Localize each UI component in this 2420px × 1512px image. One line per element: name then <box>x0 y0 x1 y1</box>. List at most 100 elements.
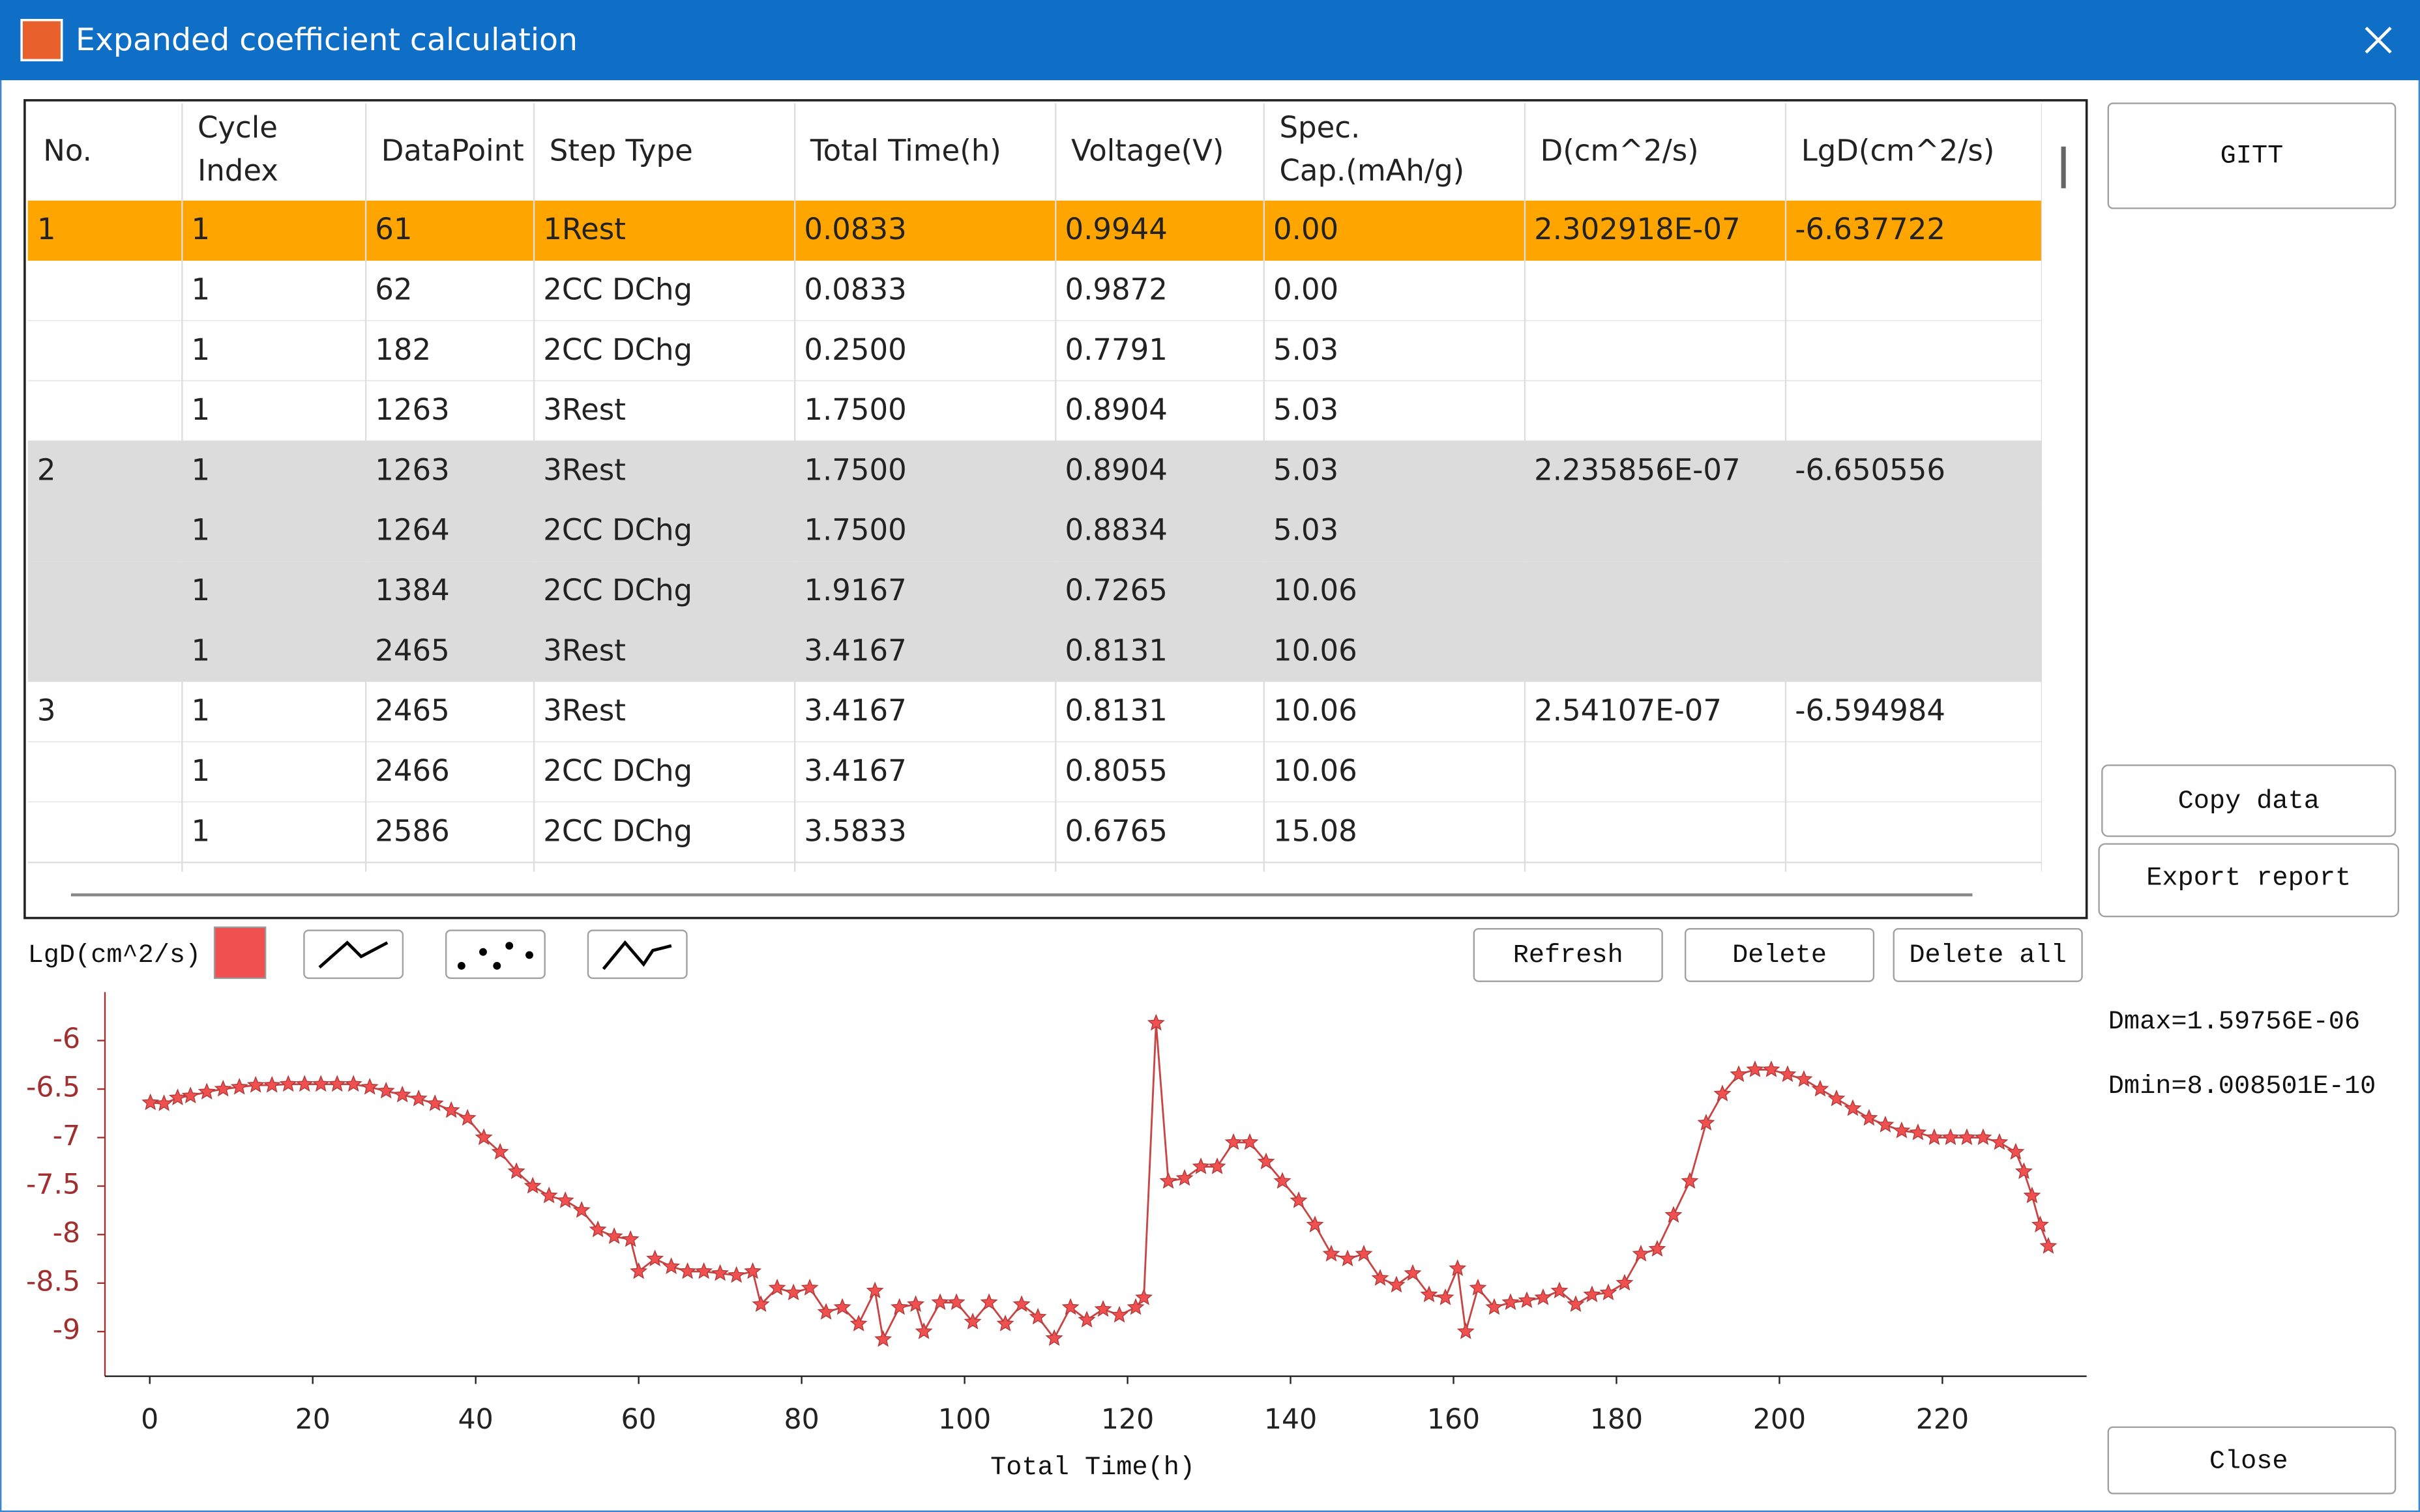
table-row[interactable] <box>27 441 2042 502</box>
data-point <box>246 1075 265 1093</box>
title-bar <box>0 0 2420 81</box>
table-row[interactable] <box>27 261 2042 321</box>
x-tick-label: 100 <box>938 1403 991 1436</box>
table-row[interactable] <box>27 561 2042 622</box>
data-point <box>377 1081 395 1099</box>
table-cell: 2CC DChg <box>543 513 692 547</box>
table-row[interactable] <box>27 381 2042 442</box>
table-row[interactable] <box>27 742 2042 803</box>
x-tick-label: 160 <box>1427 1403 1480 1436</box>
table-cell: 3Rest <box>543 392 626 427</box>
close-button[interactable] <box>2107 1426 2397 1494</box>
data-point <box>833 1298 851 1315</box>
table-cell: 0.8055 <box>1065 753 1167 788</box>
line-icon <box>318 940 389 969</box>
data-point <box>1518 1291 1536 1309</box>
data-point <box>1147 1013 1165 1031</box>
table-cell: 1 <box>192 693 211 728</box>
data-point <box>181 1086 199 1103</box>
data-point <box>1061 1298 1080 1315</box>
data-point <box>524 1176 542 1194</box>
table-cell: 2586 <box>375 813 449 848</box>
data-point <box>1306 1215 1324 1232</box>
column-header: No. <box>43 133 92 167</box>
point-mode-button[interactable] <box>445 929 546 980</box>
data-point <box>393 1085 411 1103</box>
data-point <box>1273 1172 1291 1189</box>
data-point <box>744 1262 762 1279</box>
table-cell: 0.0833 <box>804 272 906 306</box>
color-swatch[interactable] <box>213 926 267 980</box>
gitt-button[interactable] <box>2107 102 2397 209</box>
data-point <box>2014 1162 2033 1180</box>
data-point <box>866 1281 884 1299</box>
delete-button[interactable] <box>1684 927 1875 982</box>
data-point <box>1045 1329 1063 1346</box>
table-cell: 3.4167 <box>804 753 906 788</box>
x-tick-label: 60 <box>621 1403 657 1436</box>
data-point <box>1029 1307 1047 1325</box>
line-mode-button[interactable] <box>303 929 404 980</box>
data-point <box>1485 1298 1503 1315</box>
data-point <box>1925 1128 1943 1145</box>
data-point <box>1456 1322 1475 1339</box>
table-cell: 0.9872 <box>1065 272 1167 306</box>
data-point <box>1012 1295 1031 1313</box>
data-point <box>1257 1152 1275 1170</box>
data-point <box>1469 1279 1487 1296</box>
y-tick-label: -6.5 <box>26 1071 80 1104</box>
table-row[interactable] <box>27 321 2042 381</box>
data-point <box>328 1075 346 1092</box>
point-icon <box>457 942 533 970</box>
data-point <box>1501 1293 1520 1311</box>
data-point <box>849 1315 868 1331</box>
data-point <box>996 1315 1014 1331</box>
table-cell: 1 <box>192 392 211 427</box>
table-row[interactable] <box>27 200 2042 261</box>
data-point <box>2031 1215 2049 1232</box>
table-cell: 3.4167 <box>804 693 906 728</box>
table-cell: 0.00 <box>1273 212 1338 246</box>
data-point <box>1208 1157 1226 1174</box>
data-point <box>1648 1240 1666 1257</box>
data-point <box>168 1088 186 1105</box>
delete-all-button[interactable] <box>1893 927 2083 982</box>
table-cell: 0.8131 <box>1065 633 1167 667</box>
data-point <box>768 1279 786 1296</box>
y-tick-label: -9 <box>53 1314 81 1346</box>
series-label: LgD(cm^2/s) <box>28 940 201 970</box>
table-cell: 0.00 <box>1273 272 1338 306</box>
data-point <box>1371 1269 1389 1286</box>
x-tick-label: 20 <box>295 1403 331 1436</box>
data-point <box>1567 1295 1585 1313</box>
table-row[interactable] <box>27 622 2042 682</box>
data-point <box>540 1186 558 1204</box>
column-header: Cycle <box>198 110 278 145</box>
data-point <box>711 1264 730 1281</box>
copy-button[interactable] <box>2101 764 2397 837</box>
data-point <box>1730 1065 1748 1083</box>
column-header: Index <box>198 153 278 188</box>
data-point <box>817 1303 835 1320</box>
data-point <box>1941 1128 1960 1145</box>
table-row[interactable] <box>27 501 2042 562</box>
data-point <box>1681 1172 1699 1189</box>
data-point <box>198 1083 216 1100</box>
table-cell: 1 <box>192 452 211 487</box>
table-cell: 10.06 <box>1273 753 1357 788</box>
table-cell: 2.235856E-07 <box>1534 452 1740 487</box>
table-cell: 1.7500 <box>804 452 906 487</box>
data-point <box>507 1162 525 1180</box>
line-point-mode-button[interactable] <box>587 929 688 980</box>
data-point <box>947 1293 966 1311</box>
export-button[interactable] <box>2098 843 2400 918</box>
table-row[interactable] <box>27 682 2042 742</box>
table-cell: 2CC DChg <box>543 272 692 306</box>
data-point <box>1713 1084 1732 1101</box>
data-point <box>475 1128 493 1145</box>
data-point <box>1290 1191 1308 1208</box>
close-icon[interactable] <box>2365 26 2392 54</box>
table-row[interactable] <box>27 802 2042 863</box>
refresh-button[interactable] <box>1473 927 1663 982</box>
